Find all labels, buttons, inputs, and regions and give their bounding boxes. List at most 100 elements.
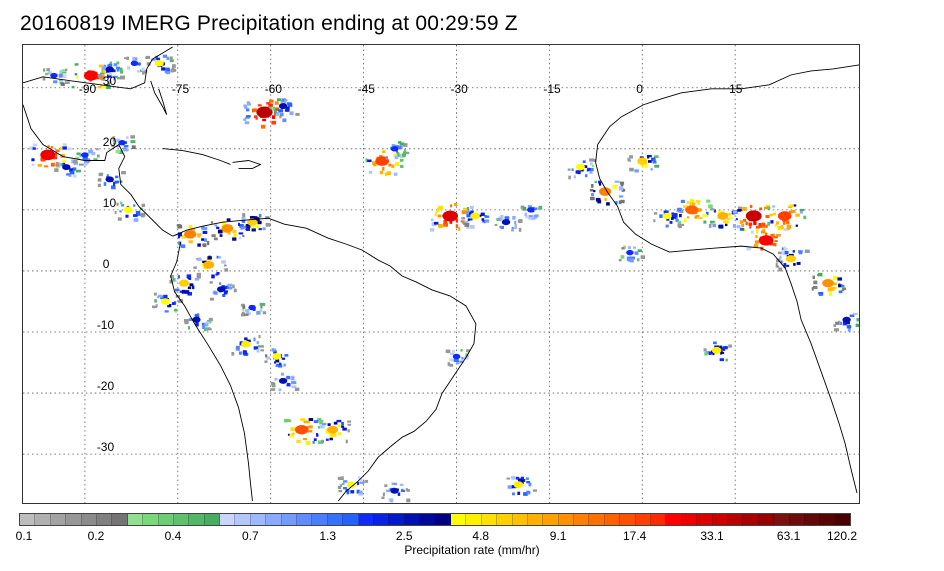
precip-pixel bbox=[209, 297, 214, 301]
precip-pixel bbox=[101, 69, 104, 73]
precip-pixel bbox=[742, 218, 747, 222]
colorbar-swatch bbox=[66, 514, 82, 525]
precip-pixel bbox=[637, 249, 643, 253]
precip-pixel bbox=[97, 178, 102, 182]
precip-pixel bbox=[64, 81, 70, 84]
precip-pixel bbox=[461, 217, 466, 220]
precip-pixel bbox=[470, 205, 474, 209]
precip-pixel bbox=[737, 206, 742, 210]
precip-pixel bbox=[300, 418, 305, 421]
precip-core bbox=[203, 260, 215, 269]
precip-pixel bbox=[97, 86, 102, 89]
precip-pixel bbox=[819, 292, 824, 295]
colorbar-swatch bbox=[96, 514, 113, 525]
precip-pixel bbox=[313, 438, 317, 442]
precip-pixel bbox=[280, 99, 284, 103]
precip-pixel bbox=[55, 149, 60, 153]
precip-pixel bbox=[69, 171, 75, 175]
precip-pixel bbox=[31, 163, 35, 167]
precip-pixel bbox=[713, 341, 717, 345]
precip-pixel bbox=[773, 212, 776, 216]
colorbar-swatch bbox=[727, 514, 744, 525]
precip-pixel bbox=[666, 218, 670, 221]
precip-pixel bbox=[723, 346, 728, 350]
precip-pixel bbox=[140, 69, 143, 72]
precip-pixel bbox=[116, 145, 120, 148]
precip-pixel bbox=[97, 73, 102, 78]
precip-pixel bbox=[466, 226, 470, 229]
precip-pixel bbox=[462, 222, 466, 225]
colorbar-tick-label: 33.1 bbox=[700, 529, 724, 543]
precip-core bbox=[105, 66, 114, 73]
precip-pixel bbox=[719, 358, 725, 362]
precip-pixel bbox=[96, 154, 100, 158]
precip-pixel bbox=[791, 209, 796, 214]
precip-pixel bbox=[239, 224, 244, 228]
precip-pixel bbox=[391, 482, 396, 486]
precip-pixel bbox=[606, 202, 610, 206]
precip-pixel bbox=[342, 427, 347, 431]
lon-label: -30 bbox=[450, 82, 468, 96]
precip-pixel bbox=[74, 63, 79, 66]
precip-pixel bbox=[776, 221, 779, 225]
precip-pixel bbox=[241, 227, 247, 230]
precip-pixel bbox=[202, 260, 207, 264]
precip-pixel bbox=[511, 228, 515, 232]
precip-pixel bbox=[296, 439, 301, 443]
colorbar-swatch bbox=[604, 514, 621, 525]
precip-pixel bbox=[514, 225, 517, 229]
precip-pixel bbox=[187, 286, 191, 290]
coastline-cuba bbox=[162, 148, 231, 165]
precip-pixel bbox=[519, 480, 524, 484]
precip-pixel bbox=[381, 496, 385, 500]
precip-pixel bbox=[121, 203, 125, 207]
precip-pixel bbox=[215, 273, 219, 276]
lat-label: 20 bbox=[103, 135, 117, 149]
precip-pixel bbox=[770, 220, 774, 224]
precip-core bbox=[154, 60, 164, 67]
precip-pixel bbox=[627, 157, 630, 161]
precip-pixel bbox=[461, 210, 467, 215]
precip-pixel bbox=[686, 216, 690, 219]
precip-pixel bbox=[162, 54, 168, 58]
precip-pixel bbox=[842, 287, 847, 291]
precip-pixel bbox=[627, 256, 630, 261]
precip-pixel bbox=[177, 232, 183, 237]
precip-pixel bbox=[435, 211, 438, 214]
precip-pixel bbox=[109, 61, 112, 66]
precip-pixel bbox=[252, 226, 255, 229]
precip-pixel bbox=[470, 225, 475, 229]
precip-pixel bbox=[341, 421, 344, 426]
precip-pixel bbox=[141, 203, 146, 207]
precip-pixel bbox=[187, 325, 191, 330]
precip-pixel bbox=[133, 218, 139, 222]
precip-core bbox=[842, 316, 851, 323]
precip-pixel bbox=[254, 115, 258, 119]
precip-pixel bbox=[755, 229, 759, 234]
precip-pixel bbox=[653, 219, 656, 223]
precip-pixel bbox=[52, 156, 58, 160]
colorbar-swatch bbox=[266, 514, 282, 525]
precip-pixel bbox=[438, 223, 443, 227]
colorbar-swatch bbox=[589, 514, 605, 525]
precip-pixel bbox=[461, 357, 464, 360]
precip-core bbox=[241, 340, 251, 348]
precip-pixel bbox=[500, 225, 504, 229]
precip-pixel bbox=[520, 476, 525, 480]
precip-pixel bbox=[274, 107, 279, 112]
precip-pixel bbox=[598, 182, 602, 186]
precip-pixel bbox=[677, 220, 682, 224]
precip-pixel bbox=[455, 218, 458, 223]
precip-pixel bbox=[350, 490, 355, 494]
coastline-hispaniola bbox=[232, 160, 262, 169]
precip-pixel bbox=[294, 387, 300, 391]
precip-pixel bbox=[161, 67, 166, 71]
precip-pixel bbox=[119, 201, 123, 205]
precip-pixel bbox=[406, 498, 411, 503]
precip-pixel bbox=[257, 345, 263, 348]
precip-pixel bbox=[615, 201, 618, 205]
colorbar-swatch bbox=[35, 514, 51, 525]
precip-core bbox=[247, 218, 258, 226]
precip-pixel bbox=[175, 288, 180, 291]
lon-label: 15 bbox=[729, 82, 743, 96]
